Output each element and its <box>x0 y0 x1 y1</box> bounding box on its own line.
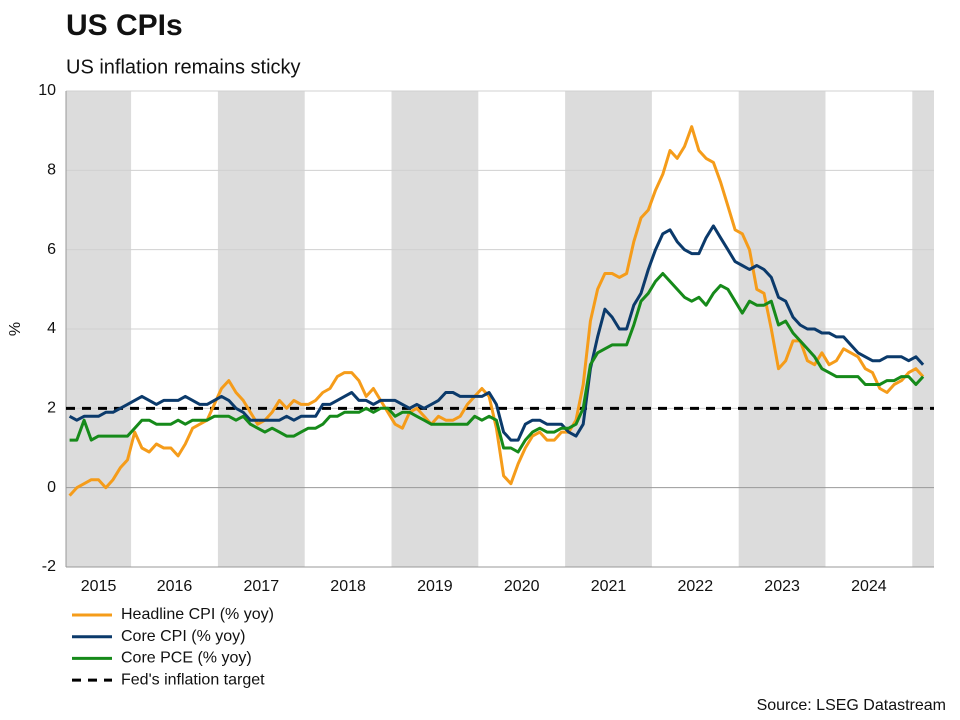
source: Source: LSEG Datastream <box>757 697 946 714</box>
legend-label: Fed's inflation target <box>121 671 265 688</box>
legend-label: Core CPI (% yoy) <box>121 628 245 645</box>
x-tick-label: 2022 <box>678 578 714 595</box>
x-tick-label: 2018 <box>330 578 366 595</box>
x-tick-label: 2021 <box>591 578 627 595</box>
series-line <box>68 125 925 497</box>
x-tick-label: 2015 <box>81 578 117 595</box>
x-tick-label: 2017 <box>244 578 280 595</box>
y-tick-label: 4 <box>47 320 56 337</box>
x-tick-label: 2016 <box>157 578 193 595</box>
chart-title: US CPIs <box>66 9 183 42</box>
x-tick-label: 2023 <box>764 578 800 595</box>
y-tick-label: 6 <box>47 241 56 258</box>
series-line <box>69 272 925 454</box>
y-tick-label: 8 <box>47 162 56 179</box>
y-tick-label: 2 <box>47 400 56 417</box>
x-tick-label: 2020 <box>504 578 540 595</box>
y-tick-label: 10 <box>38 82 56 99</box>
chart-subtitle: US inflation remains sticky <box>66 56 301 78</box>
series-line <box>68 224 925 442</box>
x-tick-label: 2019 <box>417 578 453 595</box>
x-tick-label: 2024 <box>851 578 887 595</box>
legend-label: Core PCE (% yoy) <box>121 650 252 667</box>
y-tick-label: 0 <box>47 479 56 496</box>
y-tick-label: -2 <box>42 558 56 575</box>
legend-label: Headline CPI (% yoy) <box>121 606 274 623</box>
y-axis-label: % <box>7 322 24 336</box>
